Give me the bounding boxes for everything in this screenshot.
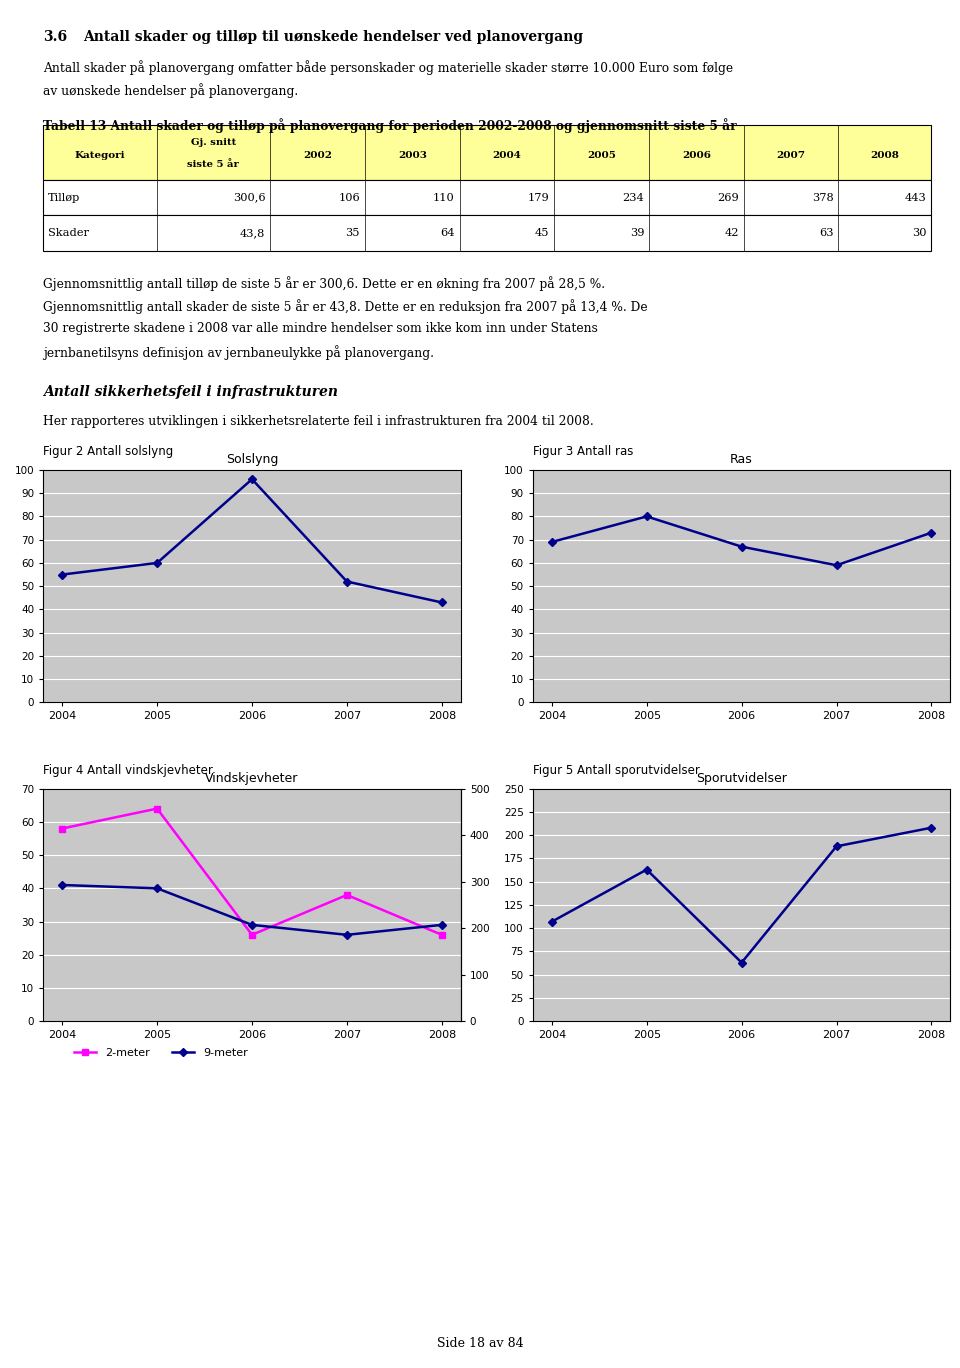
Text: 2002: 2002	[303, 150, 332, 160]
Text: av uønskede hendelser på planovergang.: av uønskede hendelser på planovergang.	[43, 83, 299, 98]
Text: Figur 2 Antall solslyng: Figur 2 Antall solslyng	[43, 446, 174, 458]
Text: 300,6: 300,6	[232, 193, 265, 202]
Text: 2005: 2005	[588, 150, 616, 160]
Text: 30 registrerte skadene i 2008 var alle mindre hendelser som ikke kom inn under S: 30 registrerte skadene i 2008 var alle m…	[43, 323, 598, 335]
Text: 39: 39	[630, 228, 644, 238]
Legend: 2-meter, 9-meter: 2-meter, 9-meter	[70, 1044, 252, 1062]
Text: 42: 42	[725, 228, 739, 238]
Text: Skader: Skader	[48, 228, 89, 238]
Text: Her rapporteres utviklingen i sikkerhetsrelaterte feil i infrastrukturen fra 200: Her rapporteres utviklingen i sikkerhets…	[43, 416, 594, 428]
Text: 2004: 2004	[492, 150, 521, 160]
Text: Antall skader på planovergang omfatter både personskader og materielle skader st: Antall skader på planovergang omfatter b…	[43, 60, 733, 75]
Text: Figur 3 Antall ras: Figur 3 Antall ras	[533, 446, 634, 458]
Text: Figur 4 Antall vindskjevheter: Figur 4 Antall vindskjevheter	[43, 765, 213, 777]
Text: Antall sikkerhetsfeil i infrastrukturen: Antall sikkerhetsfeil i infrastrukturen	[43, 386, 338, 399]
Text: 234: 234	[622, 193, 644, 202]
Text: 2007: 2007	[777, 150, 805, 160]
Text: 63: 63	[819, 228, 833, 238]
Text: Side 18 av 84: Side 18 av 84	[437, 1337, 523, 1350]
Text: 64: 64	[441, 228, 455, 238]
Title: Solslyng: Solslyng	[226, 453, 278, 466]
Text: 106: 106	[338, 193, 360, 202]
Text: Antall skader og tilløp til uønskede hendelser ved planovergang: Antall skader og tilløp til uønskede hen…	[84, 30, 584, 44]
Title: Sporutvidelser: Sporutvidelser	[696, 772, 787, 785]
Text: Figur 5 Antall sporutvidelser: Figur 5 Antall sporutvidelser	[533, 765, 700, 777]
Text: Tilløp: Tilløp	[48, 193, 81, 202]
Text: Gjennomsnittlig antall tilløp de siste 5 år er 300,6. Dette er en økning fra 200: Gjennomsnittlig antall tilløp de siste 5…	[43, 276, 606, 290]
Text: 35: 35	[346, 228, 360, 238]
Text: 2006: 2006	[682, 150, 710, 160]
Text: 43,8: 43,8	[240, 228, 265, 238]
Text: Gj. snitt: Gj. snitt	[191, 138, 236, 148]
Title: Ras: Ras	[731, 453, 753, 466]
Text: Kategori: Kategori	[75, 150, 125, 160]
Text: 3.6: 3.6	[43, 30, 67, 44]
Text: 45: 45	[535, 228, 549, 238]
Text: siste 5 år: siste 5 år	[187, 160, 239, 170]
Text: 30: 30	[912, 228, 926, 238]
Text: Tabell 13 Antall skader og tilløp på planovergang for perioden 2002-2008 og gjen: Tabell 13 Antall skader og tilløp på pla…	[43, 119, 737, 133]
Text: 443: 443	[904, 193, 926, 202]
Title: Vindskjevheter: Vindskjevheter	[205, 772, 299, 785]
Text: 2003: 2003	[397, 150, 426, 160]
Text: 378: 378	[812, 193, 833, 202]
Text: 179: 179	[528, 193, 549, 202]
Text: 2008: 2008	[871, 150, 900, 160]
Text: jernbanetilsyns definisjon av jernbaneulykke på planovergang.: jernbanetilsyns definisjon av jernbaneul…	[43, 346, 434, 360]
Text: 110: 110	[433, 193, 455, 202]
Text: 269: 269	[717, 193, 739, 202]
Text: Gjennomsnittlig antall skader de siste 5 år er 43,8. Dette er en reduksjon fra 2: Gjennomsnittlig antall skader de siste 5…	[43, 300, 648, 313]
